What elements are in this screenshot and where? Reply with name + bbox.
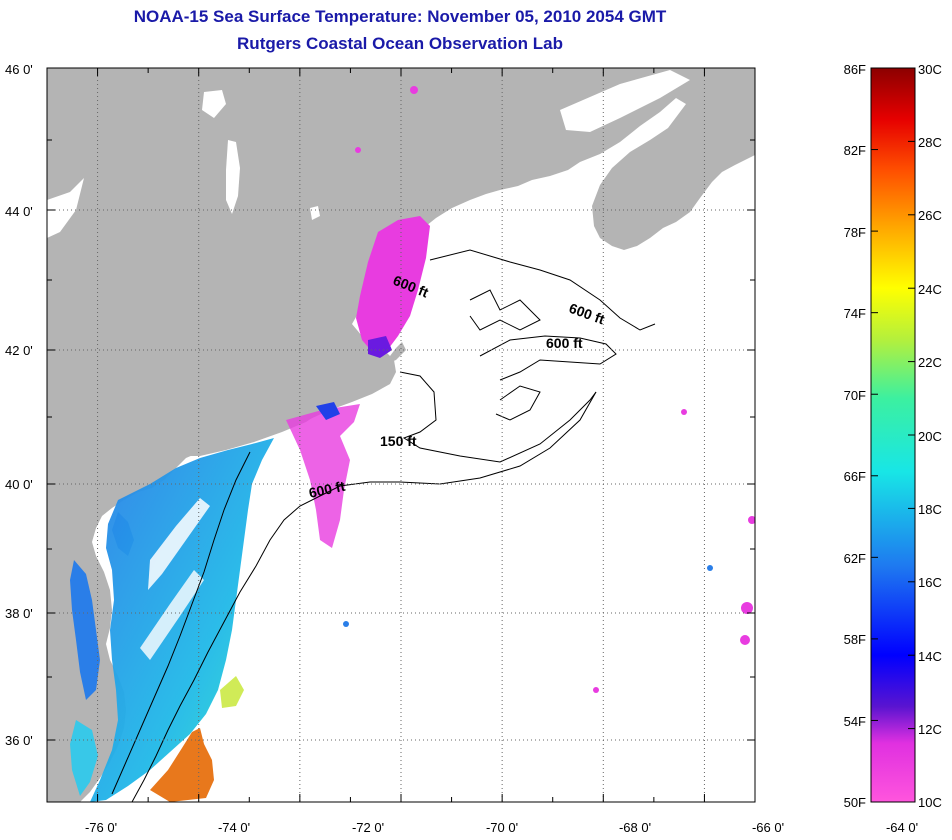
sst-gulf-of-maine-cold — [356, 216, 430, 354]
map-title: NOAA-15 Sea Surface Temperature: Novembe… — [133, 7, 667, 26]
contour-150ft — [399, 371, 597, 463]
contour-label: 150 ft — [380, 433, 417, 449]
lake-winnipesaukee — [310, 206, 320, 220]
lon-label: -68 0' — [619, 820, 651, 835]
cb-c-label: 16C — [918, 575, 942, 590]
cb-f-label: 82F — [844, 143, 866, 158]
cb-f-label: 86F — [844, 62, 866, 77]
land-mainland — [47, 68, 755, 802]
longitude-labels: -76 0' -74 0' -72 0' -70 0' -68 0' -66 0… — [85, 820, 918, 835]
lat-label: 36 0' — [5, 733, 33, 748]
cb-f-label: 50F — [844, 795, 866, 810]
cb-c-label: 20C — [918, 429, 942, 444]
sst-speck — [748, 516, 755, 524]
cb-c-label: 24C — [918, 282, 942, 297]
sst-speck — [410, 86, 418, 94]
sst-speck — [681, 409, 687, 415]
cb-c-label: 28C — [918, 135, 942, 150]
lake-ontario-east — [47, 178, 84, 238]
colorbar-fahrenheit-labels: 86F 82F 78F 74F 70F 66F 62F 58F 54F 50F — [844, 62, 866, 810]
contour-northeast-channel — [495, 385, 541, 421]
lon-label: -64 0' — [886, 820, 918, 835]
sst-magenta-shelf — [286, 404, 360, 548]
lon-label: -74 0' — [218, 820, 250, 835]
cb-c-label: 22C — [918, 355, 942, 370]
sst-cloud-streak-1 — [148, 498, 210, 590]
sst-speck — [707, 565, 713, 571]
water-pamlico-sound — [70, 720, 98, 796]
cb-c-label: 18C — [918, 502, 942, 517]
sst-cloud-streak-2 — [140, 570, 204, 660]
land-cape-breton — [700, 104, 755, 160]
sst-speck — [343, 621, 349, 627]
latitude-labels: 46 0' 44 0' 42 0' 40 0' 38 0' 36 0' — [5, 62, 33, 748]
sst-blue-nantucket — [316, 402, 340, 420]
sst-purple-patch — [368, 336, 392, 358]
cb-c-label: 30C — [918, 62, 942, 77]
lon-label: -76 0' — [85, 820, 117, 835]
cb-f-label: 74F — [844, 306, 866, 321]
cb-c-label: 14C — [918, 649, 942, 664]
lat-label: 44 0' — [5, 204, 33, 219]
water-chesapeake-bay — [70, 560, 100, 700]
lat-label: 42 0' — [5, 343, 33, 358]
lat-label: 38 0' — [5, 606, 33, 621]
contour-label: 600 ft — [546, 335, 583, 351]
cb-f-label: 78F — [844, 225, 866, 240]
lake-champlain — [226, 140, 240, 214]
contour-600ft-shelf-edge — [131, 391, 597, 802]
cb-f-label: 66F — [844, 469, 866, 484]
lake-moosehead — [202, 90, 226, 118]
sst-speck — [740, 635, 750, 645]
cb-f-label: 54F — [844, 714, 866, 729]
cb-c-label: 12C — [918, 722, 942, 737]
cb-c-label: 10C — [918, 795, 942, 810]
river-stlawrence — [560, 70, 690, 132]
bathymetry-contours — [111, 249, 656, 802]
sst-speck — [593, 687, 599, 693]
colorbar-ticks — [871, 67, 915, 803]
lon-label: -72 0' — [352, 820, 384, 835]
cb-f-label: 62F — [844, 551, 866, 566]
land-long-island — [182, 410, 318, 456]
contour-600ft-georges — [479, 335, 617, 381]
cb-f-label: 70F — [844, 388, 866, 403]
sst-speck — [355, 147, 361, 153]
contour-600ft-north — [429, 249, 656, 331]
colorbar — [870, 67, 916, 803]
contour-label: 600 ft — [307, 478, 346, 501]
lon-label: -66 0' — [752, 820, 784, 835]
sst-warm-yellow — [220, 676, 244, 708]
sst-shelf-swath — [90, 438, 274, 802]
cb-f-label: 58F — [844, 632, 866, 647]
sst-speck — [741, 602, 753, 614]
lat-label: 46 0' — [5, 62, 33, 77]
cb-c-label: 26C — [918, 208, 942, 223]
map-content — [47, 68, 755, 802]
sst-gulf-stream — [150, 728, 214, 802]
lon-label: -70 0' — [486, 820, 518, 835]
lat-label: 40 0' — [5, 477, 33, 492]
axis-ticks — [46, 67, 756, 803]
contour-inner-shelf — [111, 451, 251, 795]
colorbar-celsius-labels: 30C 28C 26C 24C 22C 20C 18C 16C 14C 12C … — [918, 62, 942, 810]
map-subtitle: Rutgers Coastal Ocean Observation Lab — [237, 34, 563, 53]
contour-maine-ridges — [469, 289, 541, 331]
